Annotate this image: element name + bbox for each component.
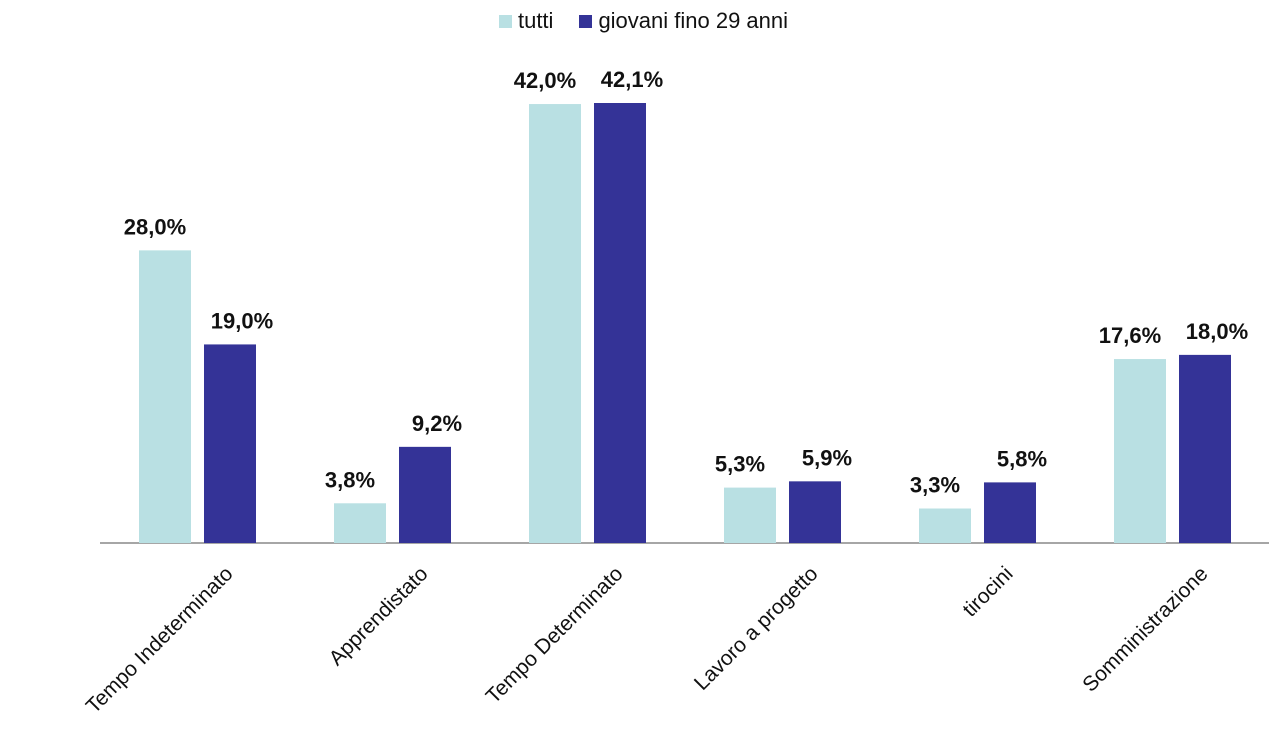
bar-somministrazione-tutti <box>1114 359 1166 543</box>
data-label-tempo-indeterminato-giovani-fino-29-anni: 19,0% <box>211 308 273 333</box>
legend: tutti giovani fino 29 anni <box>0 8 1287 34</box>
data-label-tempo-indeterminato-tutti: 28,0% <box>124 214 186 239</box>
legend-swatch-giovani <box>579 14 593 28</box>
bar-apprendistato-giovani-fino-29-anni <box>399 446 451 543</box>
category-label-tirocini: tirocini <box>958 562 1017 621</box>
bar-tempo-indeterminato-tutti <box>139 250 191 544</box>
bar-tirocini-giovani-fino-29-anni <box>984 482 1036 543</box>
legend-swatch-tutti <box>498 14 512 28</box>
bar-labels: 28,0% 19,0% 3,8% 9,2% 42,0% 42,1% 5,3% 5,9% 3,3%… <box>124 67 1248 498</box>
data-label-apprendistato-tutti: 3,8% <box>325 467 375 492</box>
bar-lavoro-a-progetto-giovani-fino-29-anni <box>789 481 841 543</box>
data-label-tempo-determinato-giovani-fino-29-anni: 42,1% <box>601 67 663 92</box>
legend-label-giovani: giovani fino 29 anni <box>598 8 789 33</box>
bar-lavoro-a-progetto-tutti <box>724 487 776 543</box>
category-label-apprendistato: Apprendistato <box>325 562 433 670</box>
data-label-somministrazione-tutti: 17,6% <box>1099 323 1161 348</box>
legend-item-tutti: tutti <box>498 8 554 34</box>
bar-somministrazione-giovani-fino-29-anni <box>1179 354 1231 543</box>
data-label-tirocini-giovani-fino-29-anni: 5,8% <box>997 446 1047 471</box>
data-label-lavoro-a-progetto-tutti: 5,3% <box>715 452 765 477</box>
category-label-tempo-determinato: Tempo Determinato <box>482 562 628 708</box>
bar-tempo-determinato-tutti <box>529 104 581 543</box>
legend-item-giovani: giovani fino 29 anni <box>579 8 788 34</box>
data-label-tempo-determinato-tutti: 42,0% <box>514 68 576 93</box>
bar-tempo-determinato-giovani-fino-29-anni <box>594 103 646 543</box>
bars <box>139 103 1231 544</box>
bar-tirocini-tutti <box>919 508 971 543</box>
data-label-somministrazione-giovani-fino-29-anni: 18,0% <box>1186 319 1248 344</box>
data-label-apprendistato-giovani-fino-29-anni: 9,2% <box>412 411 462 436</box>
category-label-lavoro-a-progetto: Lavoro a progetto <box>690 562 823 695</box>
data-label-lavoro-a-progetto-giovani-fino-29-anni: 5,9% <box>802 445 852 470</box>
legend-label-tutti: tutti <box>517 8 554 33</box>
category-label-tempo-indeterminato: Tempo Indeterminato <box>82 562 238 718</box>
bar-apprendistato-tutti <box>334 503 386 543</box>
category-labels: Tempo Indeterminato Apprendistato Tempo De… <box>82 562 1213 718</box>
bar-tempo-indeterminato-giovani-fino-29-anni <box>204 344 256 543</box>
category-label-somministrazione: Somministrazione <box>1078 562 1212 696</box>
data-label-tirocini-tutti: 3,3% <box>910 473 960 498</box>
